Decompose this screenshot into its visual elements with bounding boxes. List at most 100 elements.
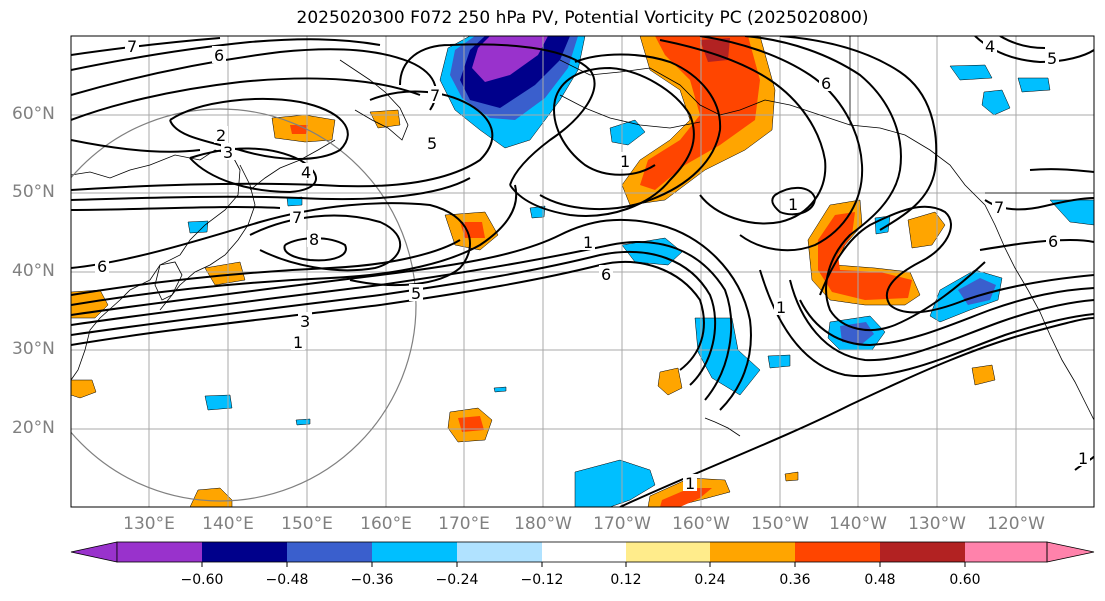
pv-anomaly-positive bbox=[460, 222, 485, 238]
contour-line bbox=[71, 38, 381, 71]
contour-line bbox=[71, 37, 221, 56]
colorbar-ticks bbox=[201, 562, 966, 567]
pv-anomaly-positive bbox=[640, 36, 760, 190]
coastlines bbox=[71, 36, 1094, 437]
pv-anomaly-negative bbox=[840, 322, 874, 344]
colorbar-tick-label: −0.36 bbox=[350, 572, 394, 588]
contour-line bbox=[759, 269, 1094, 378]
lon-label: 150°E bbox=[281, 514, 333, 534]
coastline-east-asia bbox=[71, 149, 241, 381]
lat-label: 60°N bbox=[12, 104, 55, 124]
pv-anomaly-negative bbox=[609, 119, 646, 146]
contour-line bbox=[249, 214, 401, 272]
contour-label: 7 bbox=[994, 198, 1004, 217]
contour-label: 1 bbox=[583, 233, 593, 252]
contour-label: 1 bbox=[788, 195, 798, 214]
pv-anomaly-negative bbox=[187, 220, 209, 234]
coastline-aleutians bbox=[559, 94, 701, 129]
colorbar-segment bbox=[117, 542, 202, 562]
contour-label: 7 bbox=[430, 86, 440, 105]
contour-line bbox=[71, 206, 281, 211]
contour-line bbox=[189, 147, 317, 194]
colorbar-tick-label: −0.48 bbox=[265, 572, 309, 588]
coastline-hawaii bbox=[704, 417, 741, 437]
contour-line bbox=[399, 43, 596, 186]
lon-label: 140°E bbox=[202, 514, 254, 534]
pv-anomaly-negative bbox=[295, 418, 311, 426]
contour-line bbox=[509, 66, 695, 217]
contour-labels: 7 6 2 3 4 7 8 6 5 3 1 5 7 1 bbox=[95, 37, 1090, 493]
contour-label: 4 bbox=[985, 37, 995, 56]
lon-label: 170°W bbox=[593, 514, 651, 534]
contour-label: 1 bbox=[620, 152, 630, 171]
contour-line bbox=[71, 218, 752, 411]
pv-anomaly-negative bbox=[204, 394, 233, 411]
colorbar-segment bbox=[372, 542, 457, 562]
colorbar-tick-label: −0.60 bbox=[180, 572, 224, 588]
contour-label: 6 bbox=[214, 46, 224, 65]
pv-anomaly-positive bbox=[290, 125, 308, 134]
colorbar-segment bbox=[965, 542, 1047, 562]
colorbar bbox=[70, 541, 1095, 567]
pv-anomaly-positive bbox=[660, 488, 712, 507]
lon-label: 140°W bbox=[829, 514, 887, 534]
pv-anomaly-negative bbox=[574, 459, 656, 507]
lon-label: 180°W bbox=[514, 514, 572, 534]
pv-anomaly-positive bbox=[71, 379, 97, 399]
contour-line bbox=[619, 317, 1094, 507]
lat-label: 40°N bbox=[12, 261, 55, 281]
contour-label: 2 bbox=[216, 126, 226, 145]
contour-line bbox=[659, 39, 827, 225]
contour-line bbox=[71, 241, 733, 401]
contour-label: 6 bbox=[97, 257, 107, 276]
lon-label: 160°W bbox=[672, 514, 730, 534]
coastline-alaska bbox=[559, 59, 986, 206]
contour-line bbox=[71, 260, 705, 371]
lat-label: 50°N bbox=[12, 182, 55, 202]
contour-line bbox=[71, 48, 437, 111]
contour-line bbox=[789, 279, 1094, 362]
contour-line bbox=[771, 186, 817, 216]
contour-line bbox=[71, 177, 471, 201]
contour-label: 7 bbox=[292, 208, 302, 227]
contour-line bbox=[71, 239, 461, 296]
contour-line bbox=[779, 36, 938, 231]
colorbar-segment bbox=[542, 542, 626, 562]
contour-label: 5 bbox=[1047, 49, 1057, 68]
coastline-kamchatka bbox=[339, 59, 409, 141]
map-panel: 7 6 2 3 4 7 8 6 5 3 1 5 7 1 bbox=[71, 36, 1094, 507]
pv-anomaly-positive bbox=[189, 487, 233, 507]
pv-anomaly-positive bbox=[971, 364, 996, 386]
contour-label: 5 bbox=[427, 134, 437, 153]
colorbar-segment bbox=[710, 542, 795, 562]
contour-label: 4 bbox=[301, 163, 311, 182]
pv-anomaly-positive bbox=[907, 211, 946, 249]
colorbar-tick-label: −0.12 bbox=[520, 572, 564, 588]
contour-line bbox=[539, 53, 722, 210]
contour-line bbox=[71, 77, 421, 121]
contour-label: 8 bbox=[309, 230, 319, 249]
pv-anomaly-negative bbox=[1017, 77, 1051, 93]
contour-label: 6 bbox=[601, 265, 611, 284]
contour-label: 6 bbox=[821, 74, 831, 93]
colorbar-tick-label: 0.48 bbox=[864, 572, 896, 588]
colorbar-segment bbox=[202, 542, 287, 562]
contour-line bbox=[71, 139, 201, 153]
colorbar-segment bbox=[626, 542, 710, 562]
map-title: 2025020300 F072 250 hPa PV, Potential Vo… bbox=[296, 8, 869, 28]
lon-label: 160°E bbox=[360, 514, 412, 534]
coastline-kurils bbox=[249, 139, 336, 191]
pv-anomaly-positive bbox=[818, 212, 912, 300]
lat-label: 20°N bbox=[12, 418, 55, 438]
colorbar-extend-low bbox=[70, 541, 118, 563]
lon-label: 120°W bbox=[987, 514, 1045, 534]
colorbar-frame bbox=[116, 541, 1048, 563]
colorbar-tick-label: −0.24 bbox=[435, 572, 479, 588]
range-ring bbox=[71, 108, 417, 502]
contour-label: 1 bbox=[685, 474, 695, 493]
contour-label: 1 bbox=[1078, 449, 1088, 468]
coastline-north-america bbox=[984, 204, 1094, 421]
pv-anomaly-negative bbox=[981, 89, 1011, 116]
pv-anomaly-positive bbox=[458, 416, 484, 432]
